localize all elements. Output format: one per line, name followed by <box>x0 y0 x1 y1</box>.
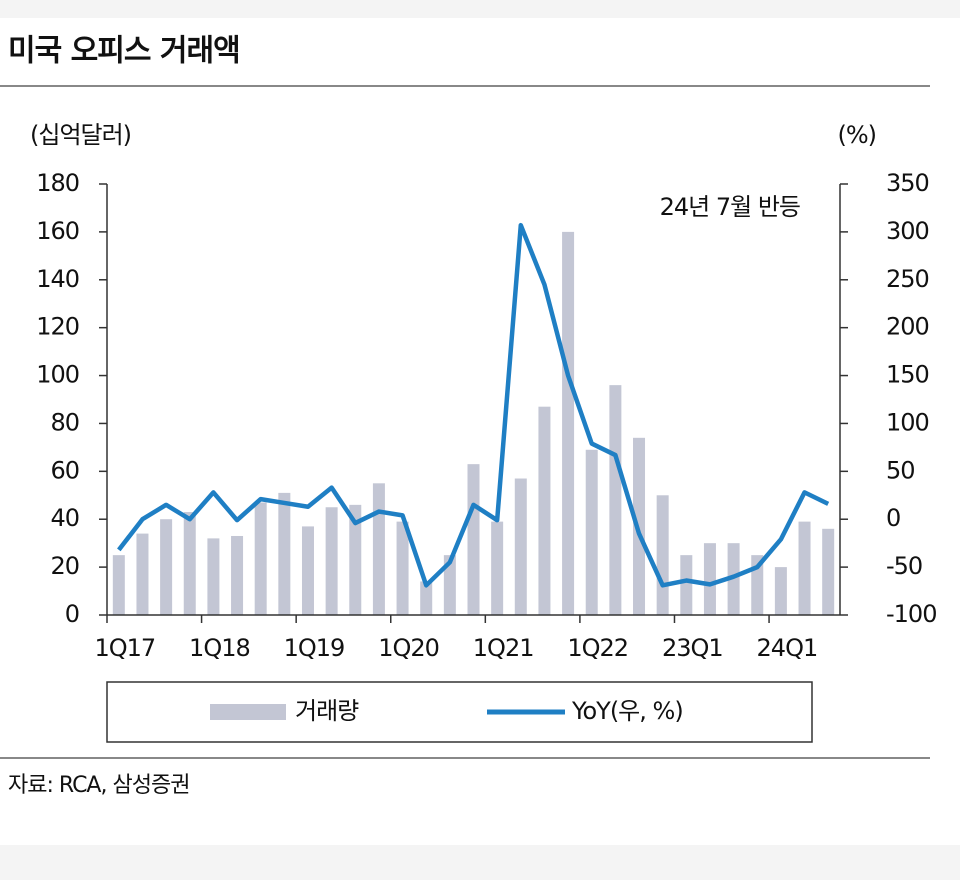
y-tick-label: 180 <box>36 169 79 197</box>
bar <box>396 521 409 615</box>
bar <box>112 555 125 615</box>
bar <box>538 406 551 615</box>
y-tick-label: 100 <box>36 361 79 389</box>
line <box>117 222 830 588</box>
y2-tick-label: 300 <box>886 217 929 245</box>
bar <box>231 535 244 615</box>
bar <box>514 478 527 615</box>
bar <box>325 507 338 615</box>
y-tick-label: 80 <box>50 408 79 436</box>
legend-label: 거래량 <box>295 697 359 725</box>
bar <box>609 385 622 615</box>
y2-tick-label: -50 <box>886 552 922 580</box>
y-tick-label: 20 <box>50 552 79 580</box>
annotation: 24년 7월 반등 <box>660 193 800 221</box>
bar <box>254 502 267 615</box>
y2-tick-label: -100 <box>886 600 936 628</box>
bar <box>467 464 480 615</box>
bar <box>301 526 314 615</box>
x-tick-label: 1Q22 <box>567 634 628 662</box>
bar <box>136 533 149 615</box>
x-tick-label: 24Q1 <box>757 634 818 662</box>
y-axis-label: (십억달러) <box>30 121 131 149</box>
bar <box>680 555 693 615</box>
x-tick-label: 1Q19 <box>284 634 345 662</box>
legend-swatch <box>210 704 286 720</box>
bar <box>372 483 385 615</box>
bar <box>798 521 811 615</box>
y-tick-label: 160 <box>36 217 79 245</box>
y2-tick-label: 150 <box>886 361 929 389</box>
x-tick-label: 1Q21 <box>473 634 534 662</box>
bar <box>443 555 456 615</box>
source: 자료: RCA, 삼성증권 <box>8 773 189 798</box>
y2-tick-label: 0 <box>886 504 900 532</box>
y2-axis-label: (%) <box>837 121 876 149</box>
bar <box>278 492 291 615</box>
y-tick-label: 40 <box>50 504 79 532</box>
legend-box <box>106 681 813 743</box>
bar <box>349 504 362 615</box>
y-tick-label: 120 <box>36 313 79 341</box>
bar <box>585 449 598 615</box>
x-tick-label: 23Q1 <box>662 634 723 662</box>
x-tick-label: 1Q17 <box>94 634 155 662</box>
bar <box>562 231 575 615</box>
y2-tick-label: 350 <box>886 169 929 197</box>
y2-tick-label: 100 <box>886 408 929 436</box>
bar <box>420 581 433 615</box>
y-tick-label: 0 <box>65 600 79 628</box>
bar <box>207 538 220 615</box>
bar <box>703 543 716 615</box>
bar <box>491 521 504 615</box>
x-tick-label: 1Q20 <box>378 634 439 662</box>
bar <box>727 543 740 615</box>
x-tick-label: 1Q18 <box>189 634 250 662</box>
legend-label: YoY(우, %) <box>571 697 683 725</box>
bar <box>822 528 835 615</box>
bar <box>183 512 196 615</box>
bar <box>656 495 669 615</box>
y-tick-label: 60 <box>50 456 79 484</box>
y-tick-label: 140 <box>36 265 79 293</box>
bottom-band <box>0 845 960 880</box>
y2-tick-label: 200 <box>886 313 929 341</box>
y2-tick-label: 50 <box>886 456 915 484</box>
bar <box>160 519 173 615</box>
bar <box>774 567 787 615</box>
top-band <box>0 0 960 18</box>
chart-title: 미국 오피스 거래액 <box>8 34 240 69</box>
y2-tick-label: 250 <box>886 265 929 293</box>
